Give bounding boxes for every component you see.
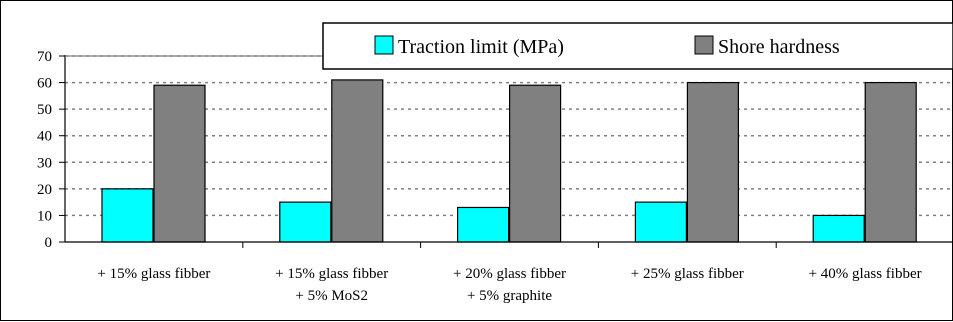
legend-swatch-traction <box>374 35 394 55</box>
category-label-1-0: + 15% glass fibber <box>275 266 388 282</box>
legend-label-shore: Shore hardness <box>718 36 840 58</box>
bar-shore-0 <box>153 84 206 243</box>
bar-shore-4 <box>864 81 917 243</box>
legend: Traction limit (MPa) Shore hardness <box>322 22 953 70</box>
category-labels: + 15% glass fibber + 15% glass fibber + 5%… <box>97 266 921 304</box>
bar-shore-1 <box>331 79 384 243</box>
bar-traction-2 <box>457 206 510 243</box>
bar-traction-0 <box>101 188 154 243</box>
y-tick-label-10: 10 <box>37 208 52 224</box>
category-label-3-0: + 25% glass fibber <box>631 266 744 282</box>
category-label-1-1: + 5% MoS2 <box>295 288 368 304</box>
category-label-4-0: + 40% glass fibber <box>809 266 922 282</box>
y-tick-label-40: 40 <box>37 129 52 145</box>
legend-label-traction: Traction limit (MPa) <box>398 36 564 58</box>
y-tick-label-30: 30 <box>37 155 52 171</box>
category-label-0-0: + 15% glass fibber <box>97 266 210 282</box>
category-label-2-1: + 5% graphite <box>467 288 552 304</box>
bar-shore-3 <box>686 81 740 243</box>
category-label-2-0: + 20% glass fibber <box>453 266 566 282</box>
y-tick-label-50: 50 <box>37 102 52 118</box>
legend-box <box>322 22 953 70</box>
bar-shore-2 <box>509 84 562 243</box>
bar-traction-1 <box>279 201 332 243</box>
legend-swatch-shore <box>694 35 714 55</box>
y-tick-label-20: 20 <box>37 182 52 198</box>
y-tick-label-60: 60 <box>37 76 52 92</box>
bar-traction-4 <box>812 214 865 243</box>
y-tick-labels: 0 10 20 30 40 50 60 70 <box>37 49 65 251</box>
bar-traction-3 <box>634 201 688 243</box>
y-tick-label-0: 0 <box>45 235 53 251</box>
bars <box>101 79 917 243</box>
y-tick-label-70: 70 <box>37 49 52 65</box>
axes <box>64 55 953 248</box>
